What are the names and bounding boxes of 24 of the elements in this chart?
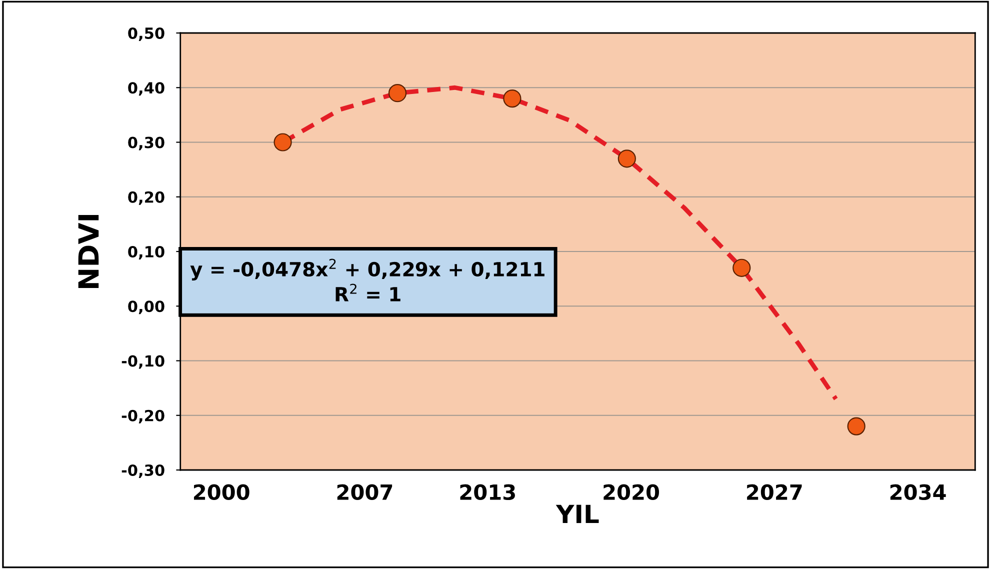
y-tick-label: -0,30: [122, 464, 164, 478]
y-tick-label: 0,00: [128, 300, 164, 314]
y-tick-label: -0,20: [122, 410, 164, 424]
y-tick-label: 0,30: [128, 136, 164, 150]
point: [847, 417, 866, 436]
x-tick-label: 2007: [337, 484, 392, 500]
point: [388, 84, 407, 102]
y-tick-label: -0,10: [122, 355, 164, 369]
annotation: y = -0,0478x$^{2}$ + 0,229x + 0,1211 R$^{2}$ = 1: [190, 258, 544, 302]
y-tick-label: 0,20: [128, 191, 164, 205]
y-tick-label: 0,40: [128, 82, 164, 96]
y-tick-label: 0,50: [128, 27, 164, 41]
point: [274, 133, 292, 152]
x-tick-label: 2000: [194, 484, 250, 500]
y-axis-title: NDVI: [78, 214, 99, 288]
point: [618, 150, 636, 168]
x-tick-label: 2034: [890, 484, 946, 500]
point: [503, 89, 522, 108]
x-axis-title: YIL: [556, 504, 599, 524]
x-tick-label: 2013: [460, 484, 515, 500]
y-tick-label: 0,10: [128, 246, 164, 260]
x-tick-label: 2027: [747, 484, 802, 500]
point: [732, 258, 751, 277]
x-tick-label: 2020: [604, 484, 660, 500]
